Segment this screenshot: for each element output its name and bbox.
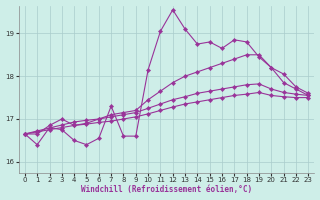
X-axis label: Windchill (Refroidissement éolien,°C): Windchill (Refroidissement éolien,°C) bbox=[81, 185, 252, 194]
